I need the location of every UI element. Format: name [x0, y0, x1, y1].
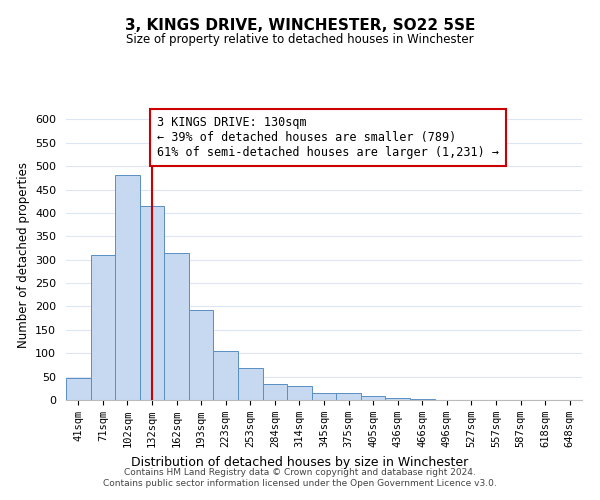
Bar [410, 399, 434, 400]
Bar [91, 254, 115, 400]
Text: 3, KINGS DRIVE, WINCHESTER, SO22 5SE: 3, KINGS DRIVE, WINCHESTER, SO22 5SE [125, 18, 475, 32]
Text: Distribution of detached houses by size in Winchester: Distribution of detached houses by size … [131, 456, 469, 469]
Bar [164, 253, 189, 400]
Bar [287, 386, 312, 400]
Text: Contains HM Land Registry data © Crown copyright and database right 2024.
Contai: Contains HM Land Registry data © Crown c… [103, 468, 497, 487]
Y-axis label: Number of detached properties: Number of detached properties [17, 162, 29, 348]
Bar [214, 351, 238, 400]
Bar [336, 393, 361, 400]
Text: 3 KINGS DRIVE: 130sqm
← 39% of detached houses are smaller (789)
61% of semi-det: 3 KINGS DRIVE: 130sqm ← 39% of detached … [157, 116, 499, 158]
Bar [189, 310, 214, 400]
Bar [66, 378, 91, 400]
Bar [140, 206, 164, 400]
Bar [312, 394, 336, 400]
Text: Size of property relative to detached houses in Winchester: Size of property relative to detached ho… [126, 32, 474, 46]
Bar [238, 368, 263, 400]
Bar [115, 176, 140, 400]
Bar [263, 384, 287, 400]
Bar [385, 398, 410, 400]
Bar [361, 396, 385, 400]
